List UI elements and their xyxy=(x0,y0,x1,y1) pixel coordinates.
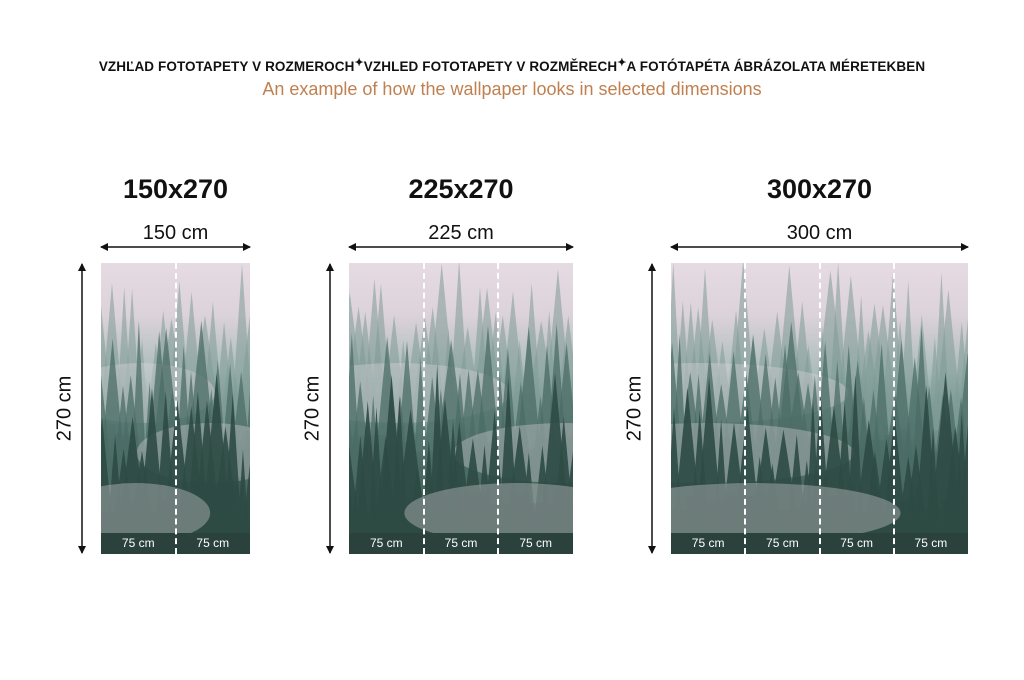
sparkle-icon: ✦ xyxy=(354,57,364,69)
variant-title: 150x270 xyxy=(122,174,229,204)
wallpaper-preview: 75 cm 75 cm 75 cm 75 cm xyxy=(671,263,968,554)
segment-width-label: 75 cm xyxy=(914,536,948,550)
segment-width-label: 75 cm xyxy=(444,536,478,550)
width-label: 225 cm xyxy=(428,222,494,244)
height-label: 270 cm xyxy=(53,375,76,442)
subtitle: An example of how the wallpaper looks in… xyxy=(262,79,762,99)
panel-seam xyxy=(422,263,425,554)
height-label: 270 cm xyxy=(301,375,324,442)
forest-image xyxy=(101,263,250,554)
panel-seam xyxy=(497,263,500,554)
panel-seam xyxy=(174,263,177,554)
sparkle-icon: ✦ xyxy=(617,57,627,69)
forest-image xyxy=(349,263,573,554)
segment-width-label: 75 cm xyxy=(840,536,873,550)
segment-width-label: 75 cm xyxy=(196,536,230,550)
variant-title: 300x270 xyxy=(766,174,873,204)
panel-seam xyxy=(892,263,895,554)
width-label: 150 cm xyxy=(142,222,209,244)
segment-width-label: 75 cm xyxy=(121,536,155,550)
panel-seam xyxy=(744,263,747,554)
title-cz: VZHLED FOTOTAPETY V ROZMĚRECH xyxy=(363,59,618,74)
title-hu: A FOTÓTAPÉTA ÁBRÁZOLATA MÉRETEKBEN xyxy=(626,59,926,74)
language-title: VZHĽAD FOTOTAPETY V ROZMEROCH✦VZHLED FOT… xyxy=(0,57,1024,74)
wallpaper-preview: 75 cm 75 cm 75 cm xyxy=(349,263,573,554)
segment-width-label: 75 cm xyxy=(766,536,799,550)
panel-seam xyxy=(818,263,821,554)
title-sk: VZHĽAD FOTOTAPETY V ROZMEROCH xyxy=(98,59,355,74)
height-label: 270 cm xyxy=(623,375,646,442)
wallpaper-preview: 75 cm 75 cm xyxy=(101,263,250,554)
width-label: 300 cm xyxy=(786,222,853,244)
forest-image xyxy=(671,263,968,554)
variant-title: 225x270 xyxy=(408,174,514,204)
segment-width-label: 75 cm xyxy=(369,536,403,550)
segment-width-label: 75 cm xyxy=(519,536,552,550)
segment-width-label: 75 cm xyxy=(691,536,725,550)
